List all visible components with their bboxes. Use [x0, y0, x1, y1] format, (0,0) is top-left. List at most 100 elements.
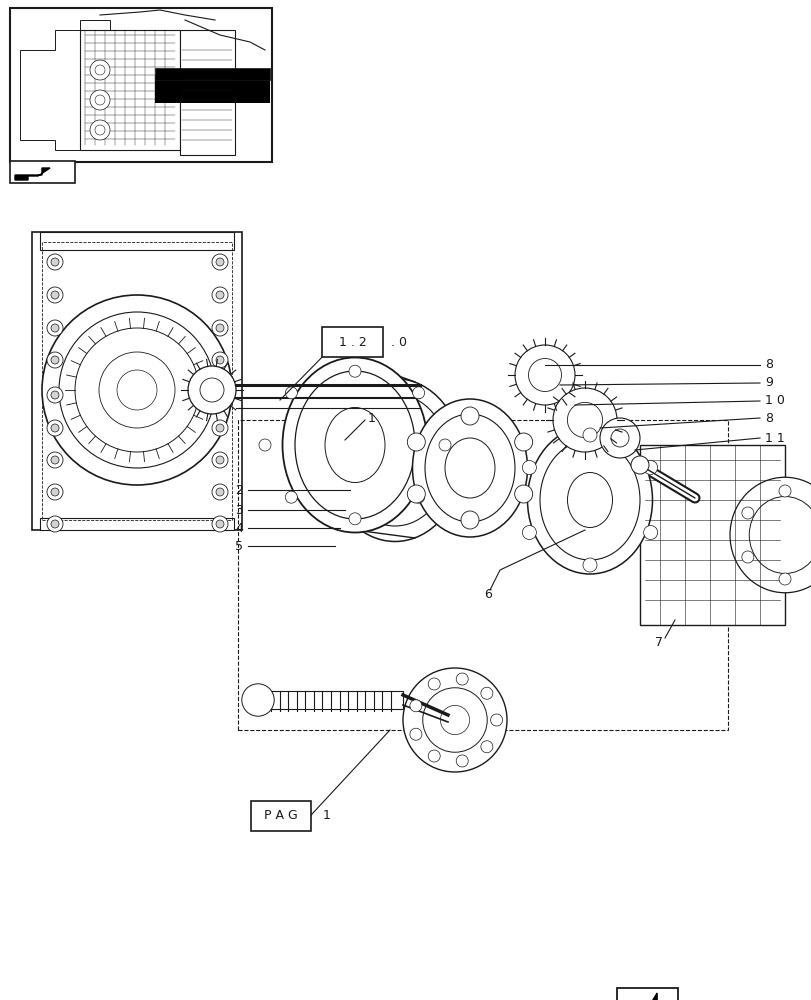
Circle shape [461, 511, 478, 529]
Circle shape [242, 684, 274, 716]
Text: 8: 8 [764, 412, 772, 424]
Circle shape [407, 485, 425, 503]
Ellipse shape [424, 414, 514, 522]
Bar [80, 30, 180, 150]
Circle shape [51, 324, 59, 332]
Circle shape [567, 402, 602, 438]
Circle shape [490, 714, 502, 726]
Circle shape [51, 291, 59, 299]
Circle shape [349, 365, 361, 377]
Circle shape [514, 345, 574, 405]
Text: 2: 2 [235, 484, 242, 496]
Circle shape [47, 516, 63, 532]
Circle shape [117, 370, 157, 410]
Text: . 0: . 0 [386, 336, 406, 349]
Circle shape [51, 391, 59, 399]
Bar [10, 8, 272, 162]
Circle shape [47, 287, 63, 303]
Circle shape [51, 356, 59, 364]
Circle shape [461, 407, 478, 425]
Ellipse shape [282, 358, 427, 532]
Circle shape [407, 433, 425, 451]
Circle shape [480, 741, 492, 753]
Polygon shape [624, 993, 676, 1000]
FancyBboxPatch shape [251, 801, 311, 831]
Circle shape [456, 673, 468, 685]
Circle shape [95, 125, 105, 135]
Text: 5: 5 [234, 540, 242, 552]
Polygon shape [15, 168, 50, 180]
Circle shape [216, 520, 224, 528]
Circle shape [410, 728, 422, 740]
Circle shape [47, 352, 63, 368]
Circle shape [412, 387, 424, 399]
Circle shape [440, 705, 469, 735]
Bar [10, 161, 75, 183]
Circle shape [480, 687, 492, 699]
Circle shape [349, 513, 361, 525]
Circle shape [521, 526, 536, 540]
Circle shape [95, 95, 105, 105]
FancyBboxPatch shape [322, 327, 382, 357]
Circle shape [212, 420, 228, 436]
Bar [639, 445, 784, 625]
Circle shape [47, 387, 63, 403]
Circle shape [212, 254, 228, 270]
Circle shape [216, 356, 224, 364]
Circle shape [741, 507, 753, 519]
Circle shape [90, 90, 109, 110]
Ellipse shape [412, 399, 527, 537]
Text: 1 1: 1 1 [764, 432, 783, 444]
Bar [180, 30, 234, 155]
Circle shape [95, 65, 105, 75]
Bar [155, 68, 270, 80]
Text: P A G: P A G [264, 809, 298, 822]
Ellipse shape [729, 477, 811, 593]
Circle shape [285, 491, 297, 503]
Circle shape [216, 456, 224, 464]
Bar [258, 691, 402, 709]
Ellipse shape [527, 426, 652, 574]
Circle shape [216, 391, 224, 399]
Circle shape [90, 60, 109, 80]
Circle shape [90, 120, 109, 140]
Circle shape [216, 324, 224, 332]
Circle shape [630, 456, 648, 474]
Circle shape [51, 456, 59, 464]
Bar [155, 75, 270, 103]
Bar [40, 232, 234, 250]
Circle shape [212, 387, 228, 403]
Circle shape [216, 424, 224, 432]
Circle shape [521, 460, 536, 475]
Circle shape [643, 460, 657, 475]
Ellipse shape [324, 408, 384, 483]
Circle shape [610, 429, 629, 447]
Circle shape [259, 439, 271, 451]
Text: 1: 1 [367, 412, 375, 424]
Circle shape [216, 258, 224, 266]
Ellipse shape [749, 496, 811, 574]
Circle shape [200, 378, 224, 402]
Circle shape [212, 452, 228, 468]
Circle shape [410, 700, 422, 712]
Text: 3: 3 [235, 504, 242, 516]
Circle shape [456, 755, 468, 767]
Bar [616, 988, 677, 1000]
Text: 1: 1 [315, 809, 331, 822]
Circle shape [47, 254, 63, 270]
Circle shape [51, 520, 59, 528]
Circle shape [212, 320, 228, 336]
Circle shape [741, 551, 753, 563]
Circle shape [778, 485, 790, 497]
Circle shape [528, 359, 561, 391]
Circle shape [51, 488, 59, 496]
Circle shape [552, 388, 616, 452]
Bar [32, 232, 242, 530]
Circle shape [427, 750, 440, 762]
Circle shape [75, 328, 199, 452]
Text: 9: 9 [764, 376, 772, 389]
Text: 6: 6 [483, 587, 491, 600]
Circle shape [582, 558, 596, 572]
Ellipse shape [341, 394, 448, 526]
Circle shape [778, 573, 790, 585]
